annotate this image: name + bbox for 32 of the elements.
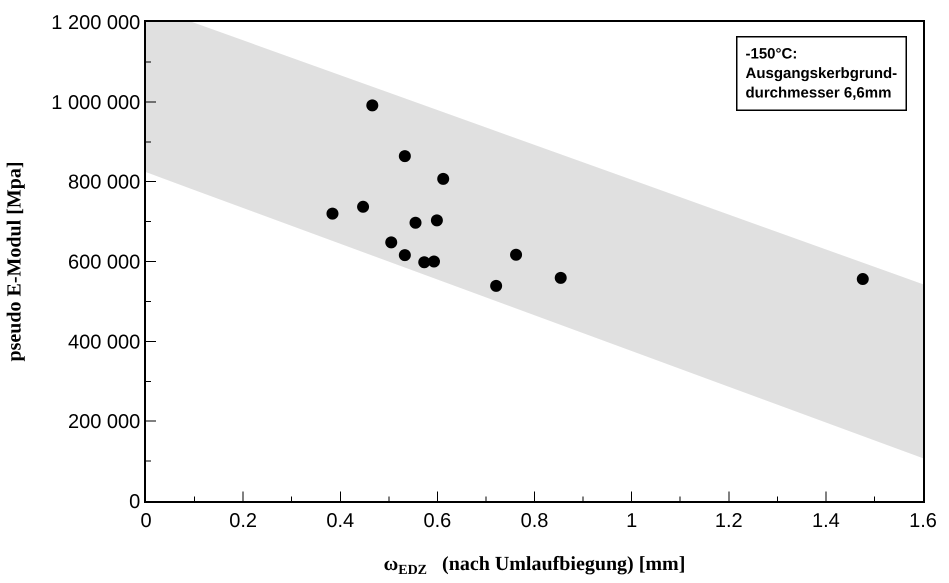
x-tick-label: 1: [626, 510, 638, 532]
y-tick-label: 400 000: [68, 331, 140, 354]
point: [398, 150, 411, 162]
y-tick-label: 600 000: [68, 252, 140, 274]
x-tick-label: 1.6: [909, 510, 937, 532]
annotation: -150°C: Ausgangskerbgrund- durchmesser 6,6mm: [746, 46, 898, 102]
point: [366, 99, 378, 112]
x-tick-label: 1.2: [714, 510, 743, 532]
point: [437, 172, 450, 185]
y-tick-label: 1 000 000: [51, 92, 140, 114]
point: [856, 273, 869, 286]
point: [398, 249, 411, 262]
point: [326, 208, 338, 220]
y-axis-title: pseudo E-Modul [Mpa]: [3, 161, 26, 362]
x-axis-title: ω$_{EDZ}$ (nach Umlaufbiegung) [mm]: [384, 552, 686, 578]
point: [510, 248, 522, 261]
point: [490, 280, 502, 292]
point: [554, 272, 567, 284]
x-tick-label: 0.8: [520, 510, 548, 532]
point: [410, 216, 422, 229]
y-tick-label: 1 200 000: [51, 12, 140, 34]
x-tick-label: 1.4: [812, 510, 840, 532]
point: [357, 200, 370, 213]
x-tick-label: 0.4: [326, 510, 354, 532]
point: [385, 236, 398, 248]
y-tick-label: 0: [129, 491, 140, 513]
x-tick-label: 0.2: [229, 510, 258, 532]
y-tick-label: 200 000: [68, 411, 140, 434]
y-tick-label: 800 000: [68, 172, 140, 194]
point: [428, 256, 440, 268]
point: [430, 214, 443, 226]
x-tick-label: 0.6: [423, 510, 452, 532]
